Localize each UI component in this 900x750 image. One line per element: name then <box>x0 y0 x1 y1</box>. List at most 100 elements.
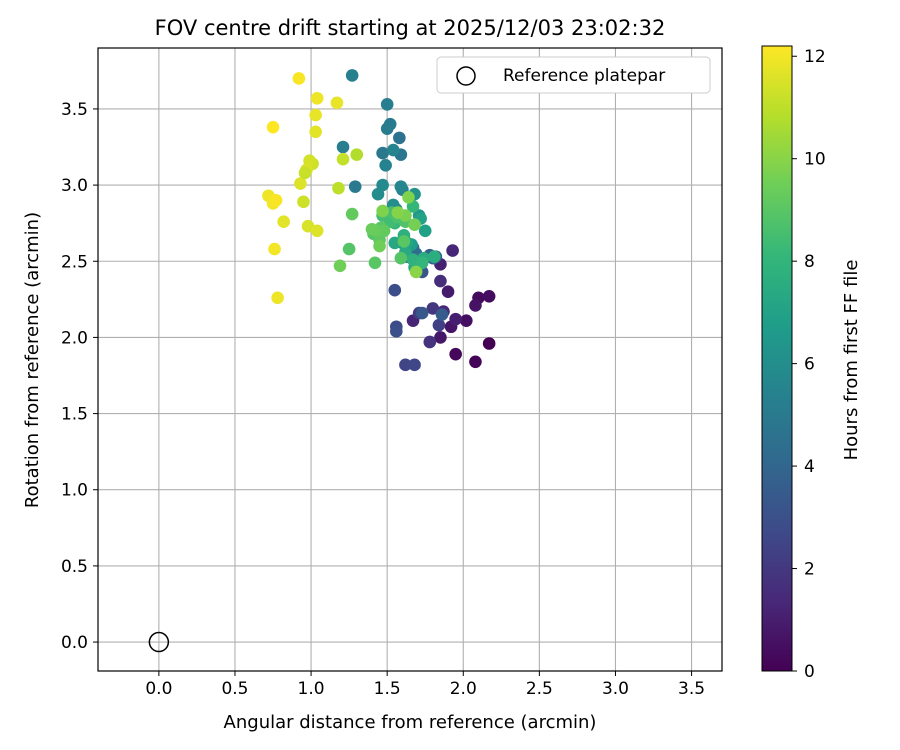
data-point <box>292 72 306 85</box>
plot-area <box>98 48 722 671</box>
colorbar-tick-label: 2 <box>804 560 815 580</box>
colorbar-tick-label: 0 <box>804 662 815 682</box>
data-point <box>390 325 403 338</box>
data-point <box>371 187 385 201</box>
y-tick-label: 2.0 <box>61 328 88 348</box>
data-point <box>365 222 379 236</box>
y-tick-label: 0.0 <box>61 633 88 653</box>
data-point <box>298 166 312 180</box>
y-tick-label: 3.0 <box>61 176 88 196</box>
x-axis-ticks: 0.0 0.5 1.0 1.5 2.0 2.5 3.0 3.5 <box>145 671 705 699</box>
data-point <box>309 125 322 139</box>
data-point <box>394 180 408 193</box>
x-axis-label: Angular distance from reference (arcmin) <box>224 712 597 733</box>
colorbar: 0 2 4 6 8 10 12 Hours from first FF file <box>761 45 862 682</box>
data-point <box>310 91 324 105</box>
data-point <box>379 158 392 172</box>
data-point <box>423 335 437 349</box>
y-tick-label: 0.5 <box>61 557 88 577</box>
data-point <box>469 355 482 369</box>
data-point <box>309 108 322 122</box>
data-point <box>277 215 290 228</box>
data-point <box>333 259 347 273</box>
y-axis-label: Rotation from reference (arcmin) <box>22 212 43 508</box>
colorbar-ticks: 0 2 4 6 8 10 12 <box>792 47 826 682</box>
data-point <box>332 181 345 195</box>
data-point <box>449 347 462 361</box>
chart-title: FOV centre drift starting at 2025/12/03 … <box>155 16 666 40</box>
x-tick-label: 1.5 <box>374 679 401 699</box>
x-tick-label: 2.5 <box>526 679 553 699</box>
legend: Reference platepar <box>436 56 711 94</box>
colorbar-tick-label: 12 <box>804 47 826 67</box>
data-point <box>380 122 394 136</box>
data-point <box>449 312 462 326</box>
data-point <box>426 302 440 315</box>
data-point <box>342 242 356 256</box>
data-point <box>397 235 411 248</box>
data-point <box>446 244 459 257</box>
colorbar-tick-label: 4 <box>804 457 815 477</box>
y-axis-ticks: 0.0 0.5 1.0 1.5 2.0 2.5 3.0 3.5 <box>61 100 98 653</box>
data-point <box>434 331 447 344</box>
data-point <box>441 285 455 299</box>
data-point <box>386 143 400 157</box>
data-point <box>388 283 402 297</box>
legend-reference-marker <box>456 66 476 86</box>
data-point <box>415 256 429 270</box>
data-point <box>310 224 324 238</box>
data-point <box>380 98 394 111</box>
data-point <box>336 152 350 166</box>
y-tick-label: 1.5 <box>61 405 88 425</box>
scatter-points <box>262 69 496 372</box>
data-point <box>428 250 441 263</box>
data-point <box>435 308 449 321</box>
data-point <box>434 274 447 288</box>
data-point <box>408 218 421 231</box>
colorbar-tick-label: 8 <box>804 252 815 272</box>
data-point <box>368 256 382 270</box>
data-point <box>348 180 362 193</box>
x-tick-label: 1.0 <box>298 679 325 699</box>
data-point <box>408 358 421 372</box>
data-point <box>409 265 423 279</box>
colorbar-tick-label: 6 <box>804 355 815 375</box>
data-point <box>482 289 496 303</box>
data-point <box>373 239 386 253</box>
x-tick-label: 0.0 <box>145 679 172 699</box>
plot-frame <box>97 47 723 672</box>
x-tick-label: 3.5 <box>678 679 705 699</box>
colorbar-label: Hours from first FF file <box>841 260 862 461</box>
data-point <box>336 140 350 154</box>
data-point <box>376 146 389 160</box>
y-tick-label: 3.5 <box>61 100 88 120</box>
data-point <box>330 96 344 110</box>
y-tick-label: 2.5 <box>61 252 88 272</box>
data-point <box>294 177 307 190</box>
legend-entry-label: Reference platepar <box>503 66 665 86</box>
reference-platepar-marker <box>148 631 170 653</box>
y-tick-label: 1.0 <box>61 481 88 501</box>
data-point <box>345 69 359 82</box>
data-point <box>271 291 284 305</box>
data-point <box>482 337 496 350</box>
data-point <box>266 120 280 134</box>
data-point <box>350 148 364 161</box>
colorbar-tick-label: 10 <box>804 150 826 170</box>
x-tick-label: 3.0 <box>602 679 629 699</box>
data-point <box>297 195 310 209</box>
reference-marker <box>148 631 170 653</box>
data-point <box>345 207 359 221</box>
data-point <box>460 314 473 327</box>
x-tick-label: 0.5 <box>221 679 248 699</box>
data-point <box>268 242 281 256</box>
data-point <box>376 204 389 218</box>
x-tick-label: 2.0 <box>450 679 477 699</box>
data-point <box>393 131 406 145</box>
data-point <box>394 251 408 265</box>
colorbar-gradient <box>761 45 793 672</box>
data-point <box>391 206 405 219</box>
data-point <box>432 318 446 332</box>
data-point <box>402 190 415 204</box>
